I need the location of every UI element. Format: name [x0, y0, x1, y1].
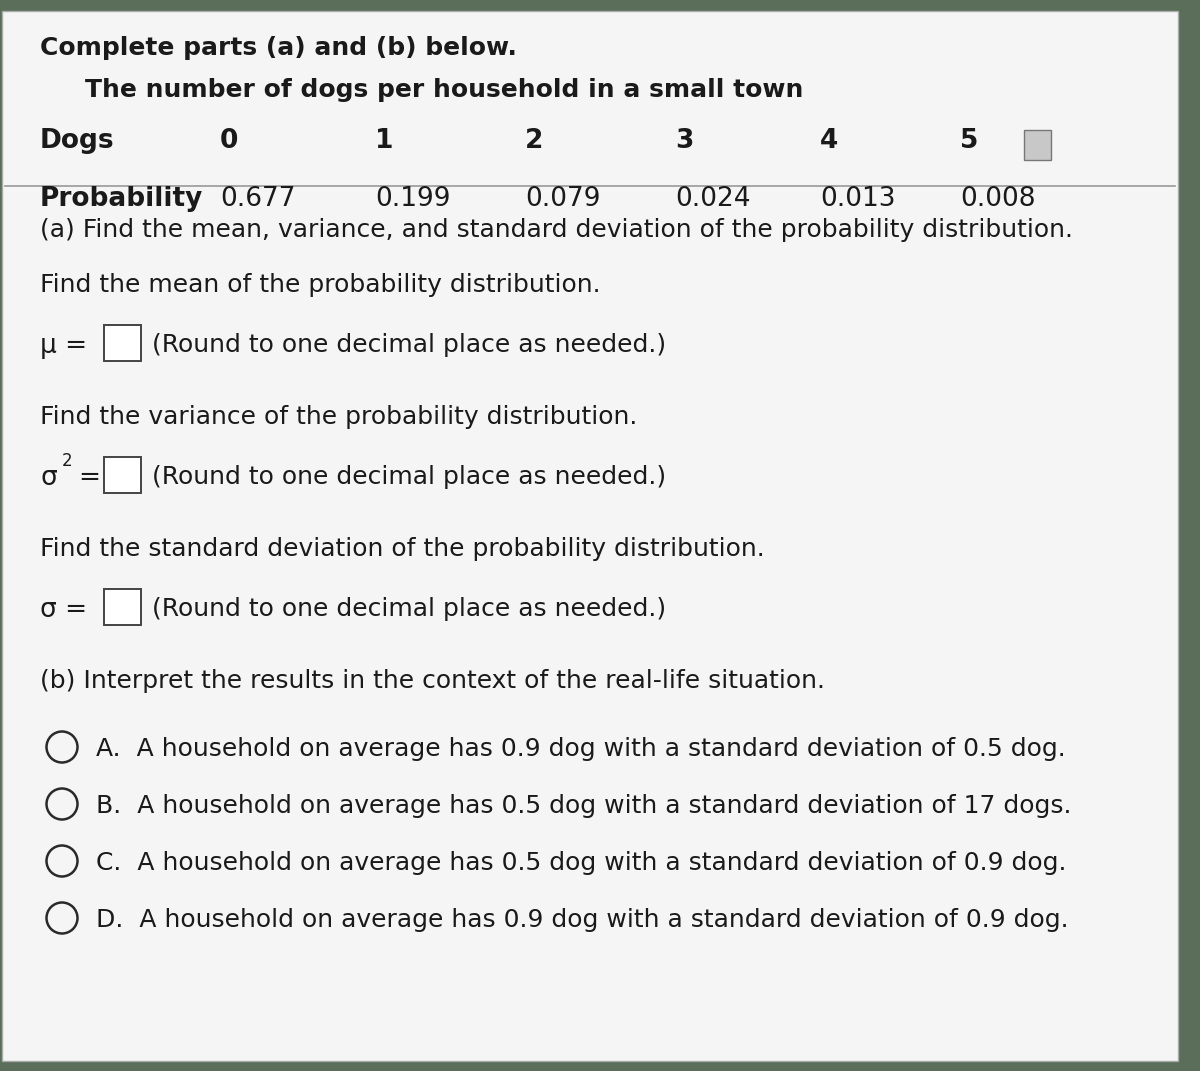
- Text: Find the standard deviation of the probability distribution.: Find the standard deviation of the proba…: [40, 537, 764, 561]
- Text: (Round to one decimal place as needed.): (Round to one decimal place as needed.): [152, 465, 666, 489]
- Text: σ =: σ =: [40, 597, 88, 623]
- Text: A.  A household on average has 0.9 dog with a standard deviation of 0.5 dog.: A. A household on average has 0.9 dog wi…: [96, 737, 1066, 761]
- Text: (b) Interpret the results in the context of the real-life situation.: (b) Interpret the results in the context…: [40, 669, 826, 693]
- Text: 0.199: 0.199: [374, 186, 450, 212]
- FancyBboxPatch shape: [104, 589, 142, 625]
- Text: σ: σ: [40, 465, 56, 491]
- Text: =: =: [78, 465, 100, 491]
- FancyBboxPatch shape: [104, 457, 142, 493]
- FancyBboxPatch shape: [104, 325, 142, 361]
- Text: Probability: Probability: [40, 186, 203, 212]
- FancyBboxPatch shape: [2, 11, 1178, 1061]
- Text: 4: 4: [820, 129, 839, 154]
- Text: 0.024: 0.024: [674, 186, 750, 212]
- Text: 3: 3: [674, 129, 694, 154]
- Text: Complete parts (a) and (b) below.: Complete parts (a) and (b) below.: [40, 36, 517, 60]
- Text: 0.013: 0.013: [820, 186, 895, 212]
- Text: Find the mean of the probability distribution.: Find the mean of the probability distrib…: [40, 273, 601, 297]
- Text: 2: 2: [62, 452, 73, 470]
- Text: Dogs: Dogs: [40, 129, 115, 154]
- Text: B.  A household on average has 0.5 dog with a standard deviation of 17 dogs.: B. A household on average has 0.5 dog wi…: [96, 794, 1072, 818]
- Text: Find the variance of the probability distribution.: Find the variance of the probability dis…: [40, 405, 637, 429]
- Text: 1: 1: [374, 129, 394, 154]
- Text: μ =: μ =: [40, 333, 88, 359]
- Text: (Round to one decimal place as needed.): (Round to one decimal place as needed.): [152, 597, 666, 621]
- FancyBboxPatch shape: [1024, 130, 1051, 160]
- Text: 0.008: 0.008: [960, 186, 1036, 212]
- Text: 0: 0: [220, 129, 239, 154]
- Text: (a) Find the mean, variance, and standard deviation of the probability distribut: (a) Find the mean, variance, and standar…: [40, 218, 1073, 242]
- Text: C.  A household on average has 0.5 dog with a standard deviation of 0.9 dog.: C. A household on average has 0.5 dog wi…: [96, 851, 1066, 875]
- Text: 2: 2: [526, 129, 544, 154]
- Text: The number of dogs per household in a small town: The number of dogs per household in a sm…: [85, 78, 803, 102]
- Text: D.  A household on average has 0.9 dog with a standard deviation of 0.9 dog.: D. A household on average has 0.9 dog wi…: [96, 908, 1068, 932]
- Text: 5: 5: [960, 129, 978, 154]
- Text: 0.677: 0.677: [220, 186, 295, 212]
- Text: (Round to one decimal place as needed.): (Round to one decimal place as needed.): [152, 333, 666, 357]
- Text: 0.079: 0.079: [526, 186, 600, 212]
